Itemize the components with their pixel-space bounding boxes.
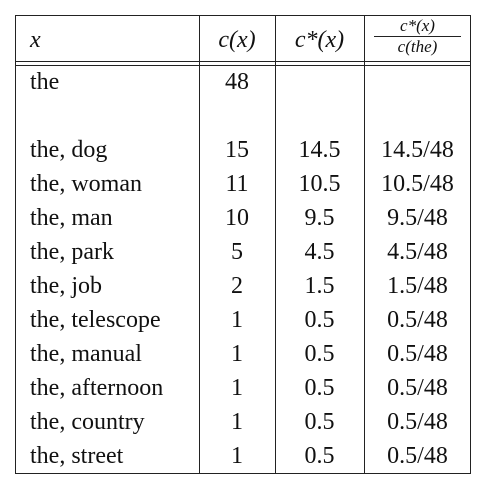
table-cell: 15 — [225, 137, 249, 163]
row-label: the, street — [30, 443, 124, 469]
header-cell: c*(x) — [294, 27, 345, 53]
table-cell: 5 — [231, 239, 243, 265]
table-cell: 1 — [231, 307, 243, 333]
table-cell: 4.5/48 — [387, 239, 448, 265]
header-rule — [15, 65, 471, 66]
table-cell: 0.5 — [304, 409, 335, 435]
table-cell: 10 — [225, 205, 249, 231]
table-cell: 9.5/48 — [387, 205, 448, 231]
table-cell: 0.5 — [304, 307, 335, 333]
row-label: the, woman — [30, 171, 142, 197]
table-cell: 1 — [231, 409, 243, 435]
row-label: the, park — [30, 239, 114, 265]
header-cell: c(x) — [218, 27, 256, 53]
row-label: the, man — [30, 205, 113, 231]
header-rule — [15, 61, 471, 62]
table-cell: 1 — [231, 443, 243, 469]
table-cell: 1 — [231, 341, 243, 367]
table-cell: 14.5 — [298, 137, 341, 163]
row-label: the — [30, 69, 60, 95]
table-cell: 0.5 — [304, 375, 335, 401]
header-cell: x — [30, 27, 41, 53]
row-label: the, telescope — [30, 307, 161, 333]
table-cell: 0.5 — [304, 443, 335, 469]
table-cell: 11 — [225, 171, 249, 197]
table-cell: 0.5/48 — [387, 375, 448, 401]
table-cell: 1 — [231, 375, 243, 401]
row-label: the, dog — [30, 137, 108, 163]
table-border — [15, 15, 471, 474]
column-rule — [364, 15, 365, 474]
header-numerator: c*(x) — [374, 16, 461, 37]
row-label: the, job — [30, 273, 102, 299]
table-cell: 1.5 — [304, 273, 335, 299]
table-cell: 10.5 — [298, 171, 341, 197]
table-cell: 4.5 — [304, 239, 335, 265]
table-cell: 48 — [225, 69, 249, 95]
table-cell: 0.5/48 — [387, 443, 448, 469]
row-label: the, afternoon — [30, 375, 164, 401]
row-label: the, country — [30, 409, 145, 435]
table-cell: 1.5/48 — [387, 273, 448, 299]
table-cell: 0.5/48 — [387, 341, 448, 367]
column-rule — [199, 15, 200, 474]
header-fraction: c*(x) c(the) — [374, 16, 461, 57]
row-label: the, manual — [30, 341, 142, 367]
column-rule — [275, 15, 276, 474]
table-cell: 2 — [231, 273, 243, 299]
table-cell: 9.5 — [304, 205, 335, 231]
header-denominator: c(the) — [397, 37, 438, 56]
table-cell: 10.5/48 — [381, 171, 454, 197]
table-cell: 0.5/48 — [387, 409, 448, 435]
table-cell: 0.5 — [304, 341, 335, 367]
table-cell: 14.5/48 — [381, 137, 454, 163]
table-cell: 0.5/48 — [387, 307, 448, 333]
